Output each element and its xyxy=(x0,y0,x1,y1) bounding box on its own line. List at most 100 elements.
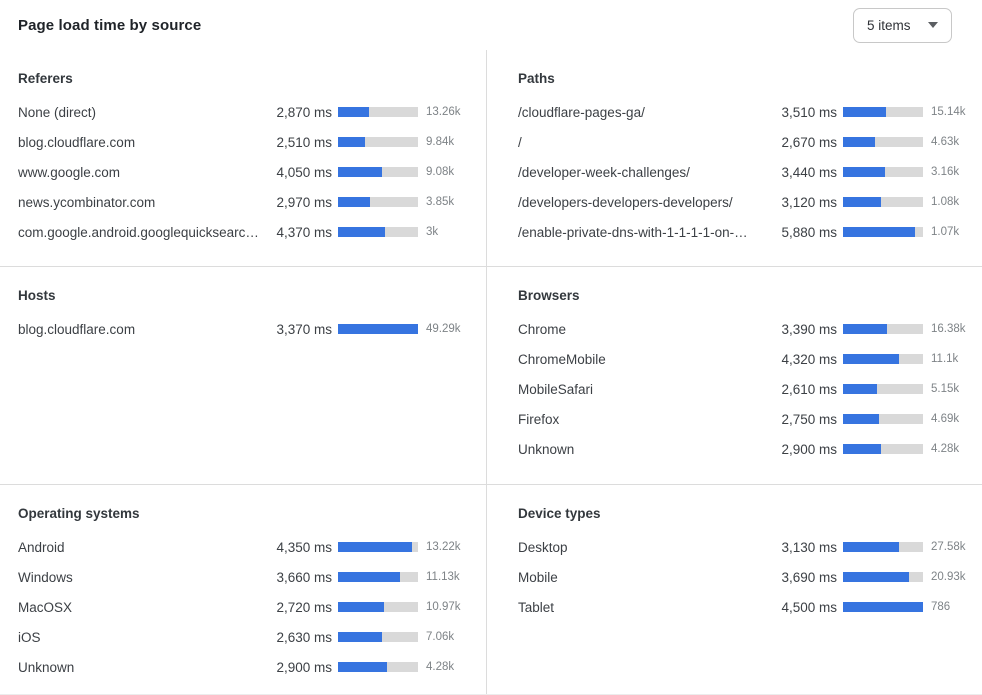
metric-row: Firefox 2,750 ms 4.69k xyxy=(518,404,976,434)
source-label: news.ycombinator.com xyxy=(18,194,156,210)
source-label: None (direct) xyxy=(18,104,97,120)
bar-fill xyxy=(338,107,369,117)
source-label: blog.cloudflare.com xyxy=(18,134,136,150)
panel-referers: Referers None (direct) 2,870 ms 13.26k blog.… xyxy=(0,50,486,266)
metric-row: iOS 2,630 ms 7.06k xyxy=(18,622,471,652)
bar-fill xyxy=(338,602,384,612)
bar-fill xyxy=(843,324,888,334)
load-time-value: 5,880 ms xyxy=(781,224,837,240)
visit-count: 7.06k xyxy=(426,631,455,643)
load-time-value: 3,120 ms xyxy=(781,194,837,210)
bar-fill xyxy=(338,632,382,642)
metric-row: /cloudflare-pages-ga/3,510 ms 15.14k xyxy=(518,97,976,127)
items-count-select[interactable]: 5 items xyxy=(853,7,952,43)
source-label: iOS xyxy=(18,629,41,645)
source-label: Tablet xyxy=(518,599,555,615)
metric-row: Android 4,350 ms 13.22k xyxy=(18,532,471,562)
metric-row: MobileSafari 2,610 ms 5.15k xyxy=(518,374,976,404)
chevron-down-icon xyxy=(928,22,938,28)
visit-count: 11.1k xyxy=(931,353,959,365)
visit-count: 4.28k xyxy=(931,443,960,455)
load-time-value: 2,750 ms xyxy=(781,411,837,427)
metric-row: news.ycombinator.com 2,970 ms 3.85k xyxy=(18,187,471,217)
load-time-value: 2,630 ms xyxy=(276,629,332,645)
bar-track xyxy=(843,602,923,612)
panel-title: Operating systems xyxy=(18,506,140,521)
bar-fill xyxy=(338,197,370,207)
source-label: /developers-developers-developers/ xyxy=(518,194,733,210)
bar-fill xyxy=(338,137,365,147)
items-count-value: 5 items xyxy=(867,17,911,33)
load-time-value: 4,370 ms xyxy=(276,224,332,240)
metric-row: Unknown 2,900 ms 4.28k xyxy=(518,434,976,464)
load-time-value: 3,130 ms xyxy=(781,539,837,555)
source-label: Unknown xyxy=(18,659,75,675)
visit-count: 11.13k xyxy=(426,571,460,583)
visit-count: 3.85k xyxy=(426,196,455,208)
metric-row: blog.cloudflare.com 3,370 ms 49.29k xyxy=(18,314,471,344)
metric-row: Desktop 3,130 ms 27.58k xyxy=(518,532,976,562)
bar-track xyxy=(338,572,418,582)
bar-track xyxy=(338,197,418,207)
source-label: Mobile xyxy=(518,569,558,585)
load-time-value: 3,690 ms xyxy=(781,569,837,585)
bar-fill xyxy=(843,167,885,177)
bar-fill xyxy=(843,542,899,552)
bar-track xyxy=(843,414,923,424)
source-label: /cloudflare-pages-ga/ xyxy=(518,104,645,120)
visit-count: 1.08k xyxy=(931,196,960,208)
visit-count: 786 xyxy=(931,601,951,613)
source-label: Chrome xyxy=(518,321,567,337)
bar-track xyxy=(338,542,418,552)
metric-row: Mobile 3,690 ms 20.93k xyxy=(518,562,976,592)
load-time-value: 2,900 ms xyxy=(276,659,332,675)
bar-fill xyxy=(843,227,915,237)
metric-row: None (direct) 2,870 ms 13.26k xyxy=(18,97,471,127)
metric-row: ChromeMobile 4,320 ms 11.1k xyxy=(518,344,976,374)
load-time-value: 4,500 ms xyxy=(781,599,837,615)
panel-title: Browsers xyxy=(518,288,580,303)
bar-track xyxy=(843,107,923,117)
metric-row: Chrome 3,390 ms 16.38k xyxy=(518,314,976,344)
metric-row: /developer-week-challenges/3,440 ms 3.16k xyxy=(518,157,976,187)
bar-track xyxy=(338,227,418,237)
visit-count: 3k xyxy=(426,226,439,238)
bar-track xyxy=(843,167,923,177)
bar-fill xyxy=(338,572,400,582)
source-label: /enable-private-dns-with-1-1-1-1-on-… xyxy=(518,224,748,240)
visit-count: 13.26k xyxy=(426,106,461,118)
page-title: Page load time by source xyxy=(18,16,202,34)
source-label: Android xyxy=(18,539,65,555)
bar-track xyxy=(843,384,923,394)
load-time-value: 3,510 ms xyxy=(781,104,837,120)
bar-fill xyxy=(338,542,413,552)
panel-operating-systems: Operating systems Android 4,350 ms 13.22k Wi… xyxy=(0,484,486,694)
bar-track xyxy=(338,167,418,177)
visit-count: 49.29k xyxy=(426,323,461,335)
metric-row: Unknown 2,900 ms 4.28k xyxy=(18,652,471,682)
bar-fill xyxy=(843,572,909,582)
load-time-value: 4,320 ms xyxy=(781,351,837,367)
source-label: /developer-week-challenges/ xyxy=(518,164,690,180)
panel-title: Hosts xyxy=(18,288,56,303)
metric-row: com.google.android.googlequicksearc… 4,37… xyxy=(18,217,471,247)
visit-count: 13.22k xyxy=(426,541,461,553)
metric-row: /developers-developers-developers/3,120 … xyxy=(518,187,976,217)
load-time-value: 3,660 ms xyxy=(276,569,332,585)
bar-track xyxy=(338,324,418,334)
load-time-value: 3,440 ms xyxy=(781,164,837,180)
metric-row: blog.cloudflare.com 2,510 ms 9.84k xyxy=(18,127,471,157)
panel-hosts: Hosts blog.cloudflare.com 3,370 ms 49.29k xyxy=(0,266,486,484)
bar-track xyxy=(338,632,418,642)
bar-fill xyxy=(338,662,388,672)
metric-row: Windows 3,660 ms 11.13k xyxy=(18,562,471,592)
visit-count: 5.15k xyxy=(931,383,960,395)
panel-title: Referers xyxy=(18,71,73,86)
source-label: com.google.android.googlequicksearc… xyxy=(18,224,259,240)
visit-count: 10.97k xyxy=(426,601,461,613)
visit-count: 15.14k xyxy=(931,106,966,118)
visit-count: 9.84k xyxy=(426,136,455,148)
bar-track xyxy=(843,227,923,237)
bar-fill xyxy=(338,324,418,334)
panel-browsers: Browsers Chrome 3,390 ms 16.38k Chrome Mobile… xyxy=(486,266,982,484)
